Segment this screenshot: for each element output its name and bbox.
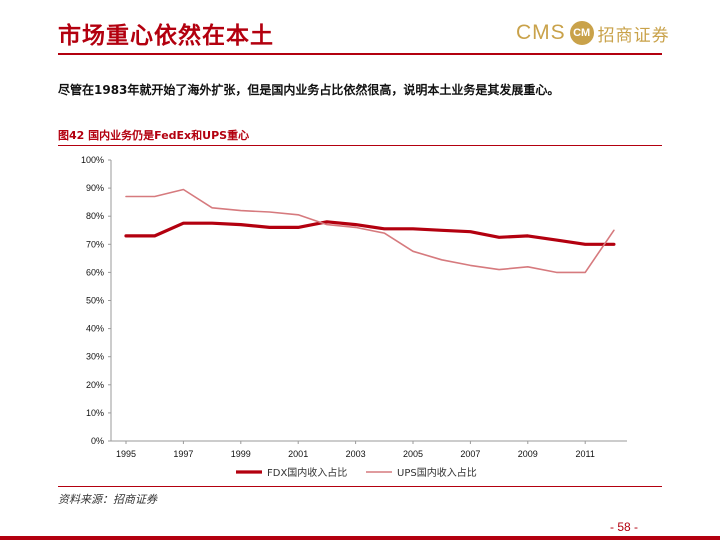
y-tick-label: 60% — [86, 267, 104, 277]
logo-emblem-icon: CM — [569, 21, 594, 45]
ups-series-line — [125, 188, 615, 274]
y-axis: 0% 10% 20% 30% 40% 50% 60% 70% 80% 90% 100% — [81, 155, 112, 446]
x-tick-label: 1999 — [231, 449, 251, 459]
x-tick-label: 2011 — [576, 449, 595, 459]
slide-subtitle: 尽管在1983年就开始了海外扩张，但是国内业务占比依然很高，说明本土业务是其发展… — [58, 83, 560, 97]
source-note: 资料来源：招商证券 — [58, 493, 157, 506]
y-tick-label: 0% — [91, 436, 104, 446]
figure-divider — [58, 145, 662, 146]
footer-bar — [0, 536, 720, 540]
y-tick-label: 40% — [86, 324, 104, 334]
source-divider — [58, 486, 662, 487]
title-divider — [58, 53, 662, 55]
y-tick-label: 70% — [86, 239, 104, 249]
logo-latin-text: CMS — [516, 21, 566, 44]
y-tick-label: 20% — [86, 380, 104, 390]
x-tick-label: 2003 — [346, 449, 366, 459]
y-tick-label: 100% — [81, 155, 104, 165]
y-tick-label: 90% — [86, 183, 104, 193]
series-layer — [124, 188, 616, 274]
legend-ups-label: UPS国内收入占比 — [397, 466, 477, 479]
y-tick-label: 50% — [86, 296, 104, 306]
x-tick-label: 2009 — [518, 449, 538, 459]
x-tick-label: 2001 — [288, 449, 308, 459]
page-number: - 58 - — [610, 520, 639, 534]
logo-chinese-text: 招商证券 — [597, 25, 670, 46]
y-tick-label: 30% — [86, 352, 104, 362]
chart-legend: FDX国内收入占比 UPS国内收入占比 — [236, 466, 477, 479]
slide-title: 市场重心依然在本土 — [58, 23, 274, 49]
x-tick-label: 2005 — [403, 449, 423, 459]
x-tick-label: 1995 — [116, 449, 136, 459]
figure-caption: 图42 国内业务仍是FedEx和UPS重心 — [58, 129, 250, 142]
x-tick-label: 1997 — [173, 449, 193, 459]
x-axis: 1995 1997 1999 2001 2003 2005 2007 2009 2011 — [111, 440, 627, 459]
legend-fdx-label: FDX国内收入占比 — [267, 466, 347, 479]
fdx-series-line — [124, 220, 616, 246]
y-tick-label: 10% — [86, 408, 104, 418]
x-tick-label: 2007 — [460, 449, 480, 459]
y-tick-label: 80% — [86, 211, 104, 221]
brand-logo: CMS CM 招商证券 — [516, 18, 670, 48]
